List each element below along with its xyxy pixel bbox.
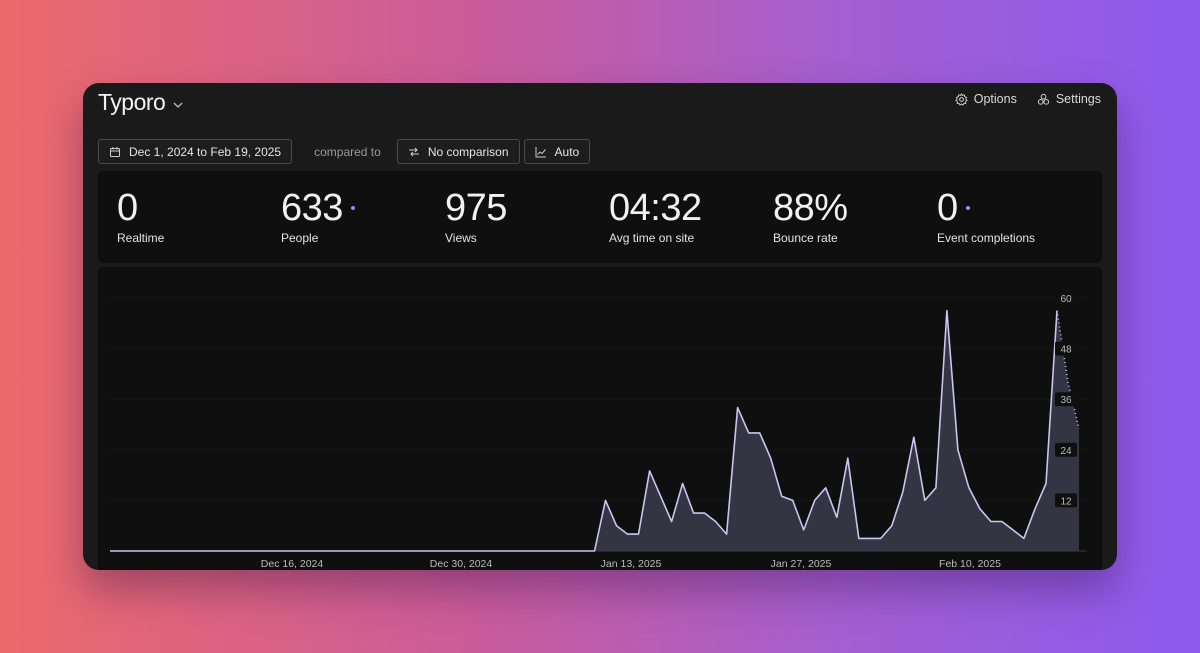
options-button[interactable]: Options [954, 92, 1017, 106]
y-tick-label-bg [1055, 392, 1077, 407]
gear-icon [954, 92, 968, 106]
x-tick-label: Feb 10, 2025 [939, 558, 1001, 570]
stat-bounce-rate-value: 88% [773, 185, 848, 231]
y-tick-label-bg [1055, 291, 1077, 305]
y-tick-label: 12 [1060, 496, 1072, 507]
x-tick-label: Jan 13, 2025 [601, 558, 662, 570]
stat-realtime-value: 0 [117, 185, 164, 231]
chevron-down-icon [173, 102, 183, 108]
stat-event-completions-value: 0 [937, 185, 1035, 231]
status-dot [350, 206, 355, 210]
views-line-partial [1056, 310, 1080, 429]
settings-icon [1037, 93, 1049, 105]
stat-people-value: 633 [281, 185, 355, 231]
x-tick-label: Dec 16, 2024 [261, 558, 324, 570]
site-name: Typoro [98, 89, 166, 115]
views-chart-panel: 12 24 36 48 60 Dec 16, 2024 Dec 30, 2024 Jan 13… [98, 267, 1102, 570]
y-tick-label: 60 [1060, 294, 1072, 305]
stat-avg-time-number: 04:32 [609, 187, 702, 229]
date-range-label: Dec 1, 2024 to Feb 19, 2025 [129, 144, 282, 159]
stat-bounce-rate-label: Bounce rate [773, 231, 838, 245]
analytics-window: Typoro Options Settings [83, 83, 1117, 570]
stat-event-completions[interactable]: 0 Event completions [937, 185, 1035, 245]
date-range-button[interactable]: Dec 1, 2024 to Feb 19, 2025 [98, 139, 293, 164]
status-dot [965, 206, 970, 210]
y-tick-label-bg [1055, 442, 1077, 457]
stat-realtime-number: 0 [117, 187, 138, 229]
interval-button[interactable]: Auto [523, 139, 591, 164]
views-line [110, 309, 1058, 552]
top-bar: Typoro Options Settings [83, 83, 1117, 133]
stat-views-number: 975 [445, 187, 507, 229]
views-area [110, 310, 1079, 551]
settings-label: Settings [1055, 92, 1101, 106]
stats-panel: 0 Realtime 633 People 975 Views 04:32 Av… [98, 171, 1102, 263]
compare-arrows-icon [408, 147, 419, 156]
y-tick-label: 36 [1060, 395, 1072, 406]
stat-views[interactable]: 975 Views [445, 185, 507, 245]
stat-views-value: 975 [445, 185, 507, 231]
stat-avg-time[interactable]: 04:32 Avg time on site [609, 185, 702, 245]
stat-bounce-rate-number: 88% [773, 187, 848, 229]
top-actions: Options Settings [954, 92, 1101, 106]
y-tick-label-bg [1055, 493, 1077, 508]
stat-people-number: 633 [281, 187, 343, 229]
stat-people-label: People [281, 231, 319, 245]
options-label: Options [973, 92, 1017, 106]
stat-realtime[interactable]: 0 Realtime [117, 185, 164, 245]
x-tick-label: Dec 30, 2024 [430, 558, 493, 570]
stat-event-completions-number: 0 [937, 187, 958, 229]
filter-bar: Dec 1, 2024 to Feb 19, 2025 compared to … [98, 139, 591, 164]
line-chart-icon [535, 146, 546, 157]
y-tick-label-bg [1055, 341, 1077, 356]
stat-avg-time-value: 04:32 [609, 185, 702, 231]
stat-realtime-label: Realtime [117, 231, 165, 245]
y-tick-label: 48 [1060, 345, 1072, 356]
compared-to-text: compared to [314, 144, 381, 159]
comparison-label: No comparison [427, 144, 509, 159]
calendar-icon [110, 146, 120, 157]
stat-avg-time-label: Avg time on site [609, 231, 695, 245]
site-switcher[interactable]: Typoro [98, 89, 185, 116]
views-chart[interactable]: 12 24 36 48 60 Dec 16, 2024 Dec 30, 2024 Jan 13… [98, 267, 1102, 570]
stat-bounce-rate[interactable]: 88% Bounce rate [773, 185, 848, 245]
comparison-button[interactable]: No comparison [396, 139, 520, 164]
x-tick-label: Jan 27, 2025 [771, 558, 832, 570]
settings-button[interactable]: Settings [1037, 92, 1101, 106]
stat-people[interactable]: 633 People [281, 185, 355, 245]
y-tick-label: 24 [1060, 446, 1072, 457]
stat-views-label: Views [445, 231, 477, 245]
stat-event-completions-label: Event completions [937, 231, 1036, 245]
interval-label: Auto [554, 144, 580, 159]
